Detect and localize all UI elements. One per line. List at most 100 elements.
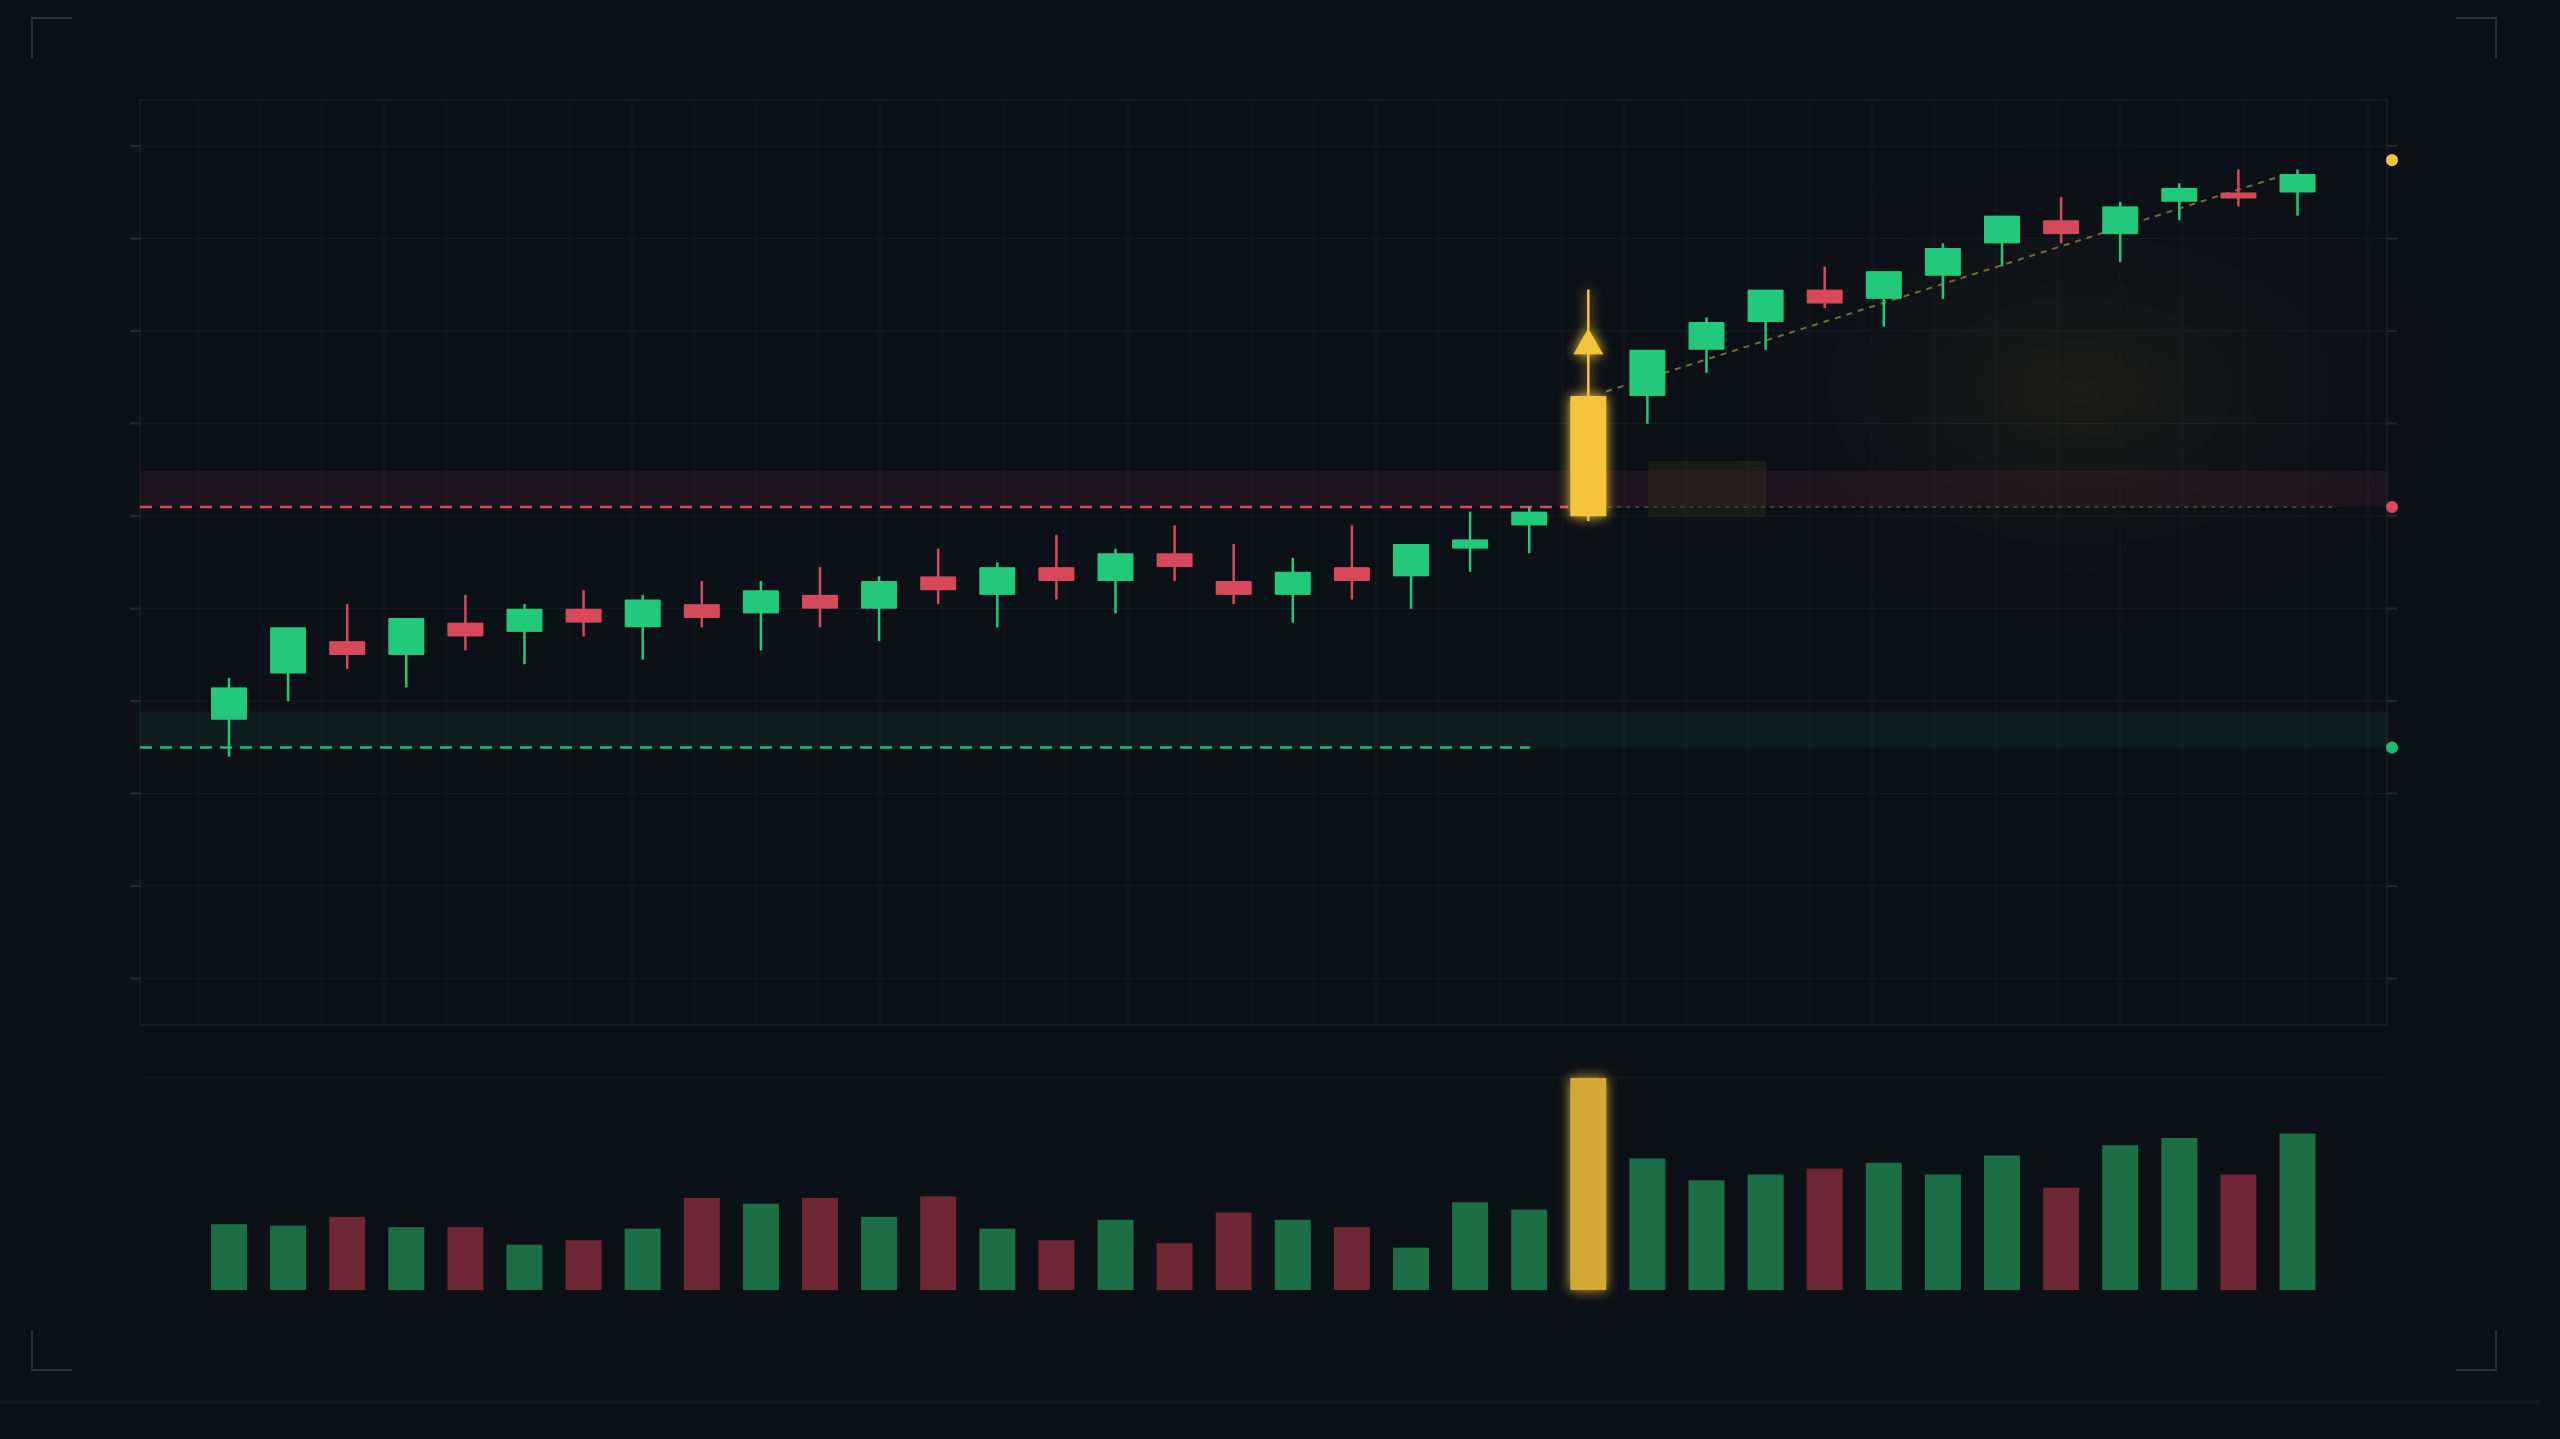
candle (1393, 544, 1429, 609)
candle-body (270, 627, 307, 674)
volume-bar (1452, 1202, 1489, 1290)
candle-body (1511, 511, 1548, 526)
volume-bar (447, 1227, 484, 1290)
volume-bar (2279, 1133, 2316, 1290)
candle-body (1747, 289, 1784, 322)
candle-body (1570, 396, 1607, 517)
candle (270, 627, 307, 702)
candle (211, 678, 247, 757)
candle (506, 604, 543, 665)
resistance-zone (140, 471, 2387, 507)
volume-bar (388, 1227, 425, 1290)
candle (861, 576, 898, 642)
volume-bar (624, 1228, 661, 1290)
volume-bar (1629, 1158, 1666, 1290)
candle-body (565, 608, 602, 623)
volume-bar (1511, 1209, 1548, 1290)
volume-bar (506, 1244, 543, 1290)
volume-bar (1215, 1212, 1252, 1290)
candle (802, 567, 838, 628)
candle (683, 581, 720, 628)
bottom-scrollbar-track (0, 1400, 2540, 1404)
candle (388, 618, 425, 688)
candle-body (1865, 271, 1902, 299)
candle-body (2043, 220, 2080, 235)
breakout-retest-box (1648, 461, 1767, 517)
frame-corner-brackets (0, 17, 2540, 1404)
volume-bar (1984, 1155, 2020, 1290)
volume-bar (565, 1240, 602, 1290)
candle-body (2220, 192, 2257, 199)
candle (329, 604, 366, 669)
candle (1511, 507, 1548, 554)
volume-bar (861, 1216, 898, 1290)
volume-bar (270, 1225, 307, 1290)
breakout-volume-bar (1570, 1078, 1607, 1290)
corner-bracket (31, 17, 72, 58)
volume-bar (802, 1197, 838, 1290)
corner-bracket (2456, 1330, 2497, 1371)
candle-body (388, 618, 425, 655)
volume-bar (1274, 1219, 1311, 1290)
resistance-marker (2386, 501, 2398, 513)
candle-body (2102, 206, 2139, 235)
candle-body (329, 641, 366, 655)
candle-body (1274, 571, 1311, 595)
volume-bar (683, 1197, 720, 1290)
volume-bar (329, 1216, 366, 1290)
volume-bar (979, 1228, 1016, 1290)
candle-body (211, 687, 247, 720)
volume-bar (2102, 1145, 2139, 1290)
candle (920, 548, 957, 605)
volume-bar (1688, 1180, 1725, 1290)
candle (1452, 511, 1489, 572)
volume-bar (211, 1224, 247, 1290)
candle (1215, 544, 1252, 605)
volume-bar (742, 1203, 779, 1290)
candle (1097, 548, 1134, 614)
candle (1038, 534, 1075, 600)
candle (1806, 266, 1843, 309)
candle (742, 581, 779, 651)
candle-body (2279, 174, 2316, 193)
candle (1629, 349, 1666, 424)
volume-pane (140, 1077, 2387, 1290)
candle-body (742, 590, 779, 614)
candle-body (1452, 539, 1489, 549)
candle-body (1215, 581, 1252, 595)
candle-body (861, 581, 898, 609)
volume-bar (2043, 1187, 2080, 1290)
breakout-glow-area (1660, 130, 2500, 650)
candle (1984, 215, 2020, 267)
candle-body (1688, 322, 1725, 350)
candle-body (1806, 289, 1843, 304)
candle-body (1038, 567, 1075, 581)
candle (2279, 169, 2316, 216)
candle (2043, 197, 2080, 244)
candle (1865, 271, 1902, 327)
candle (447, 594, 484, 651)
volume-bar (1747, 1174, 1784, 1290)
candle (1688, 317, 1725, 373)
candle (1156, 525, 1193, 581)
candle-body (1097, 553, 1134, 581)
volume-bar (1038, 1240, 1075, 1290)
volume-bar (2161, 1137, 2198, 1290)
corner-bracket (2456, 17, 2497, 58)
candle (565, 590, 602, 637)
volume-bar (1156, 1243, 1193, 1290)
support-marker (2386, 741, 2398, 754)
candle (979, 562, 1016, 628)
candle (2220, 169, 2257, 207)
candle-body (1393, 544, 1429, 577)
candle (1274, 557, 1311, 623)
candle-body (1629, 349, 1666, 396)
candle (1924, 243, 1961, 299)
volume-bar (1865, 1162, 1902, 1290)
candle (1747, 289, 1784, 350)
candle-body (1984, 215, 2020, 244)
candle-body (447, 622, 484, 637)
volume-bar (1393, 1247, 1429, 1290)
